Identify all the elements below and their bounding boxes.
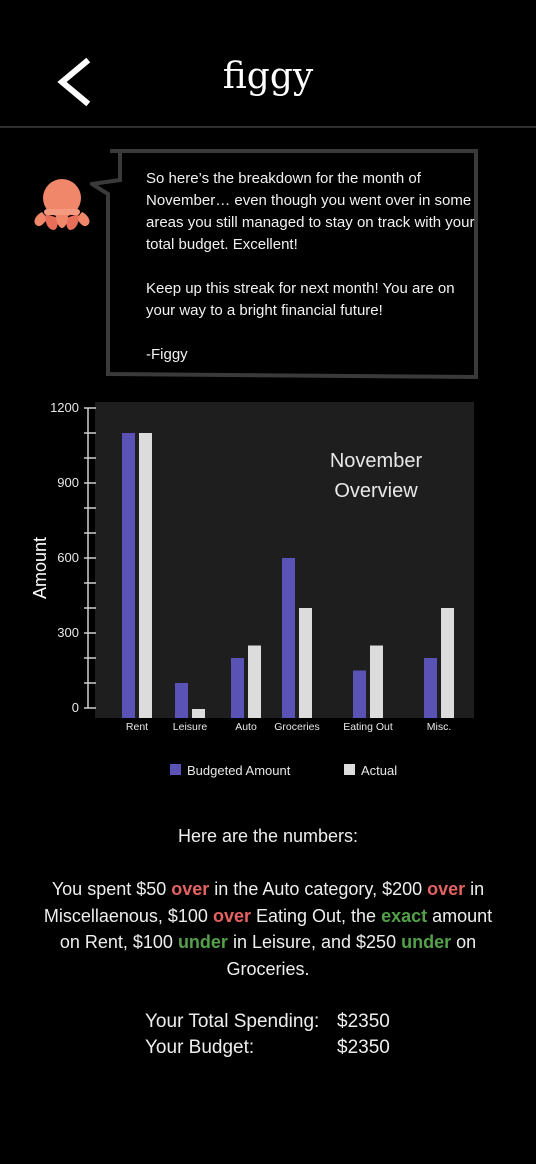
legend-swatch bbox=[170, 764, 181, 775]
bar-budgeted-leisure bbox=[175, 683, 188, 718]
november-overview-chart: 0 300 600 900 1200 Amount November Overview Rent… bbox=[30, 400, 474, 778]
legend-label: Budgeted Amount bbox=[187, 763, 291, 778]
speech-bubble bbox=[90, 149, 478, 380]
octopus-icon bbox=[30, 176, 94, 236]
budget-row: Your Budget: $2350 bbox=[145, 1035, 390, 1061]
message-paragraph-2: Keep up this streak for next month! You … bbox=[146, 280, 455, 319]
summary-text: on Groceries. bbox=[226, 932, 477, 979]
app-title: figgy bbox=[222, 56, 314, 97]
over-highlight: over bbox=[427, 879, 466, 899]
chart-title-line-1: November bbox=[330, 450, 423, 472]
summary-text: in Miscellaenous, $100 bbox=[43, 879, 485, 926]
totals: Your Total Spending: $2350 Your Budget: … bbox=[145, 1009, 390, 1061]
over-highlight: over bbox=[171, 879, 210, 899]
assistant-message: So here’s the breakdown for the month of… bbox=[146, 168, 476, 366]
total-spending-value: $2350 bbox=[337, 1011, 390, 1032]
bar-actual-groceries bbox=[299, 608, 312, 718]
chart-title-line-2: Overview bbox=[334, 480, 418, 502]
spending-summary: You spent $50 over in the Auto category,… bbox=[40, 876, 496, 982]
x-tick-label: Rent bbox=[126, 721, 148, 733]
summary-text: amount on Rent, $100 bbox=[59, 905, 493, 953]
budget-label: Your Budget: bbox=[145, 1037, 255, 1058]
x-tick-label: Leisure bbox=[173, 721, 208, 733]
total-spending-label: Your Total Spending: bbox=[145, 1011, 320, 1032]
numbers-heading: Here are the numbers: bbox=[177, 826, 359, 846]
message-signature: -Figgy bbox=[146, 346, 188, 363]
budget-value: $2350 bbox=[337, 1037, 390, 1058]
y-tick-label: 600 bbox=[57, 550, 79, 565]
under-highlight: under bbox=[177, 932, 228, 952]
summary-text: Eating Out, the bbox=[250, 905, 382, 926]
under-highlight: exact bbox=[381, 905, 428, 926]
y-axis-label: Amount bbox=[30, 537, 50, 599]
summary-text: You spent $50 bbox=[51, 879, 172, 899]
over-highlight: over bbox=[212, 905, 251, 926]
y-tick-label: 0 bbox=[72, 700, 79, 715]
bar-budgeted-eating-out bbox=[353, 670, 366, 718]
y-tick-label: 300 bbox=[57, 625, 79, 640]
bar-budgeted-auto bbox=[231, 658, 244, 718]
bar-actual-auto bbox=[248, 645, 261, 718]
x-tick-label: Auto bbox=[235, 721, 257, 733]
y-tick-label: 1200 bbox=[50, 400, 79, 415]
header: figgy bbox=[0, 0, 536, 128]
bar-actual-rent bbox=[139, 433, 152, 718]
message-paragraph-1: So here’s the breakdown for the month of… bbox=[146, 170, 475, 253]
x-tick-label: Groceries bbox=[274, 721, 320, 733]
x-tick-label: Misc. bbox=[427, 721, 452, 733]
bar-budgeted-groceries bbox=[282, 558, 295, 718]
bar-budgeted-misc- bbox=[424, 658, 437, 718]
x-tick-label: Eating Out bbox=[343, 721, 393, 733]
total-spending-row: Your Total Spending: $2350 bbox=[145, 1009, 390, 1035]
bar-actual-leisure bbox=[192, 709, 205, 718]
legend-swatch bbox=[344, 764, 355, 775]
bar-actual-misc- bbox=[441, 608, 454, 718]
y-tick-label: 900 bbox=[57, 475, 79, 490]
legend-label: Actual bbox=[361, 763, 397, 778]
summary-text: in Leisure, and $250 bbox=[227, 932, 402, 952]
bar-actual-eating-out bbox=[370, 645, 383, 718]
chevron-left-icon[interactable] bbox=[52, 56, 102, 108]
bar-budgeted-rent bbox=[122, 433, 135, 718]
summary-text: in the Auto category, $200 bbox=[209, 879, 428, 899]
under-highlight: under bbox=[401, 932, 452, 952]
